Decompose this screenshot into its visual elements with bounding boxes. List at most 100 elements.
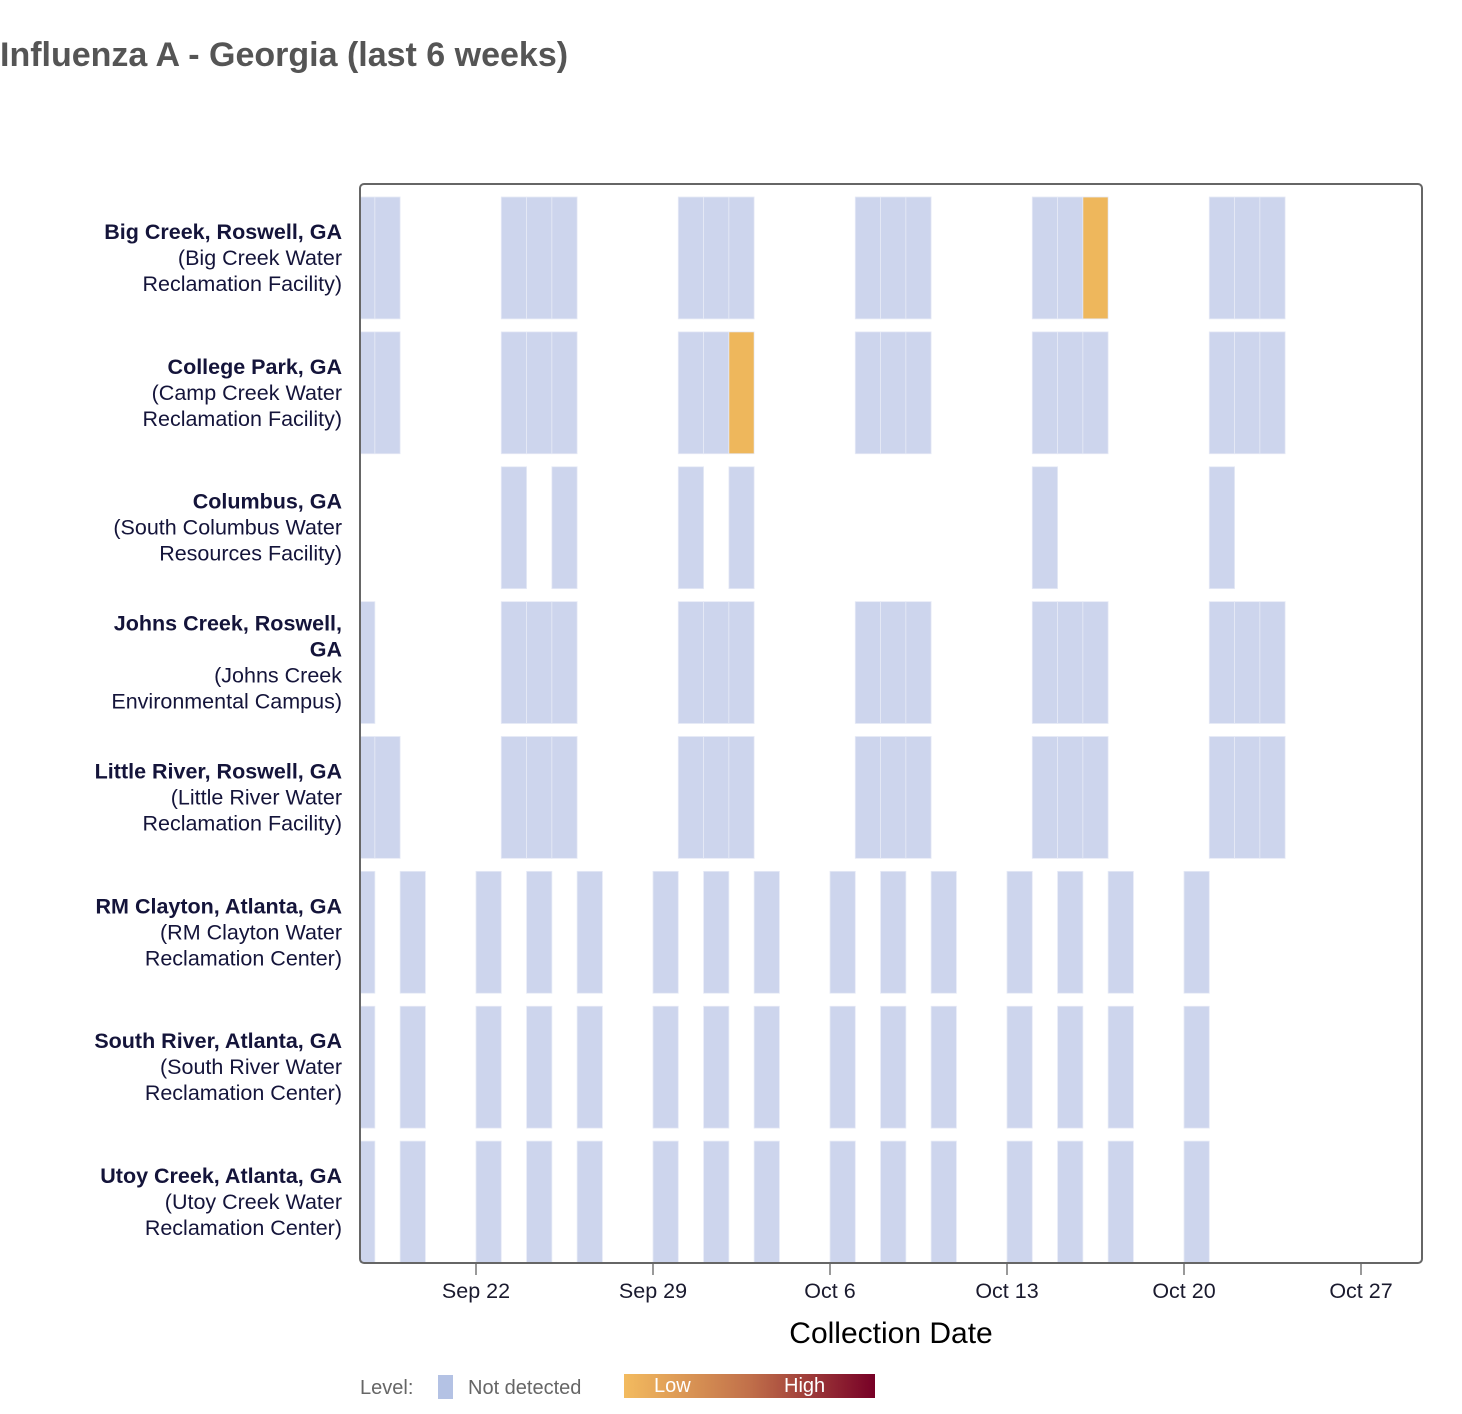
heatmap-cell[interactable] [526,196,553,320]
heatmap-cell[interactable] [576,870,603,994]
heatmap-cell[interactable] [350,736,376,859]
heatmap-cell[interactable] [1259,601,1286,724]
heatmap-cell[interactable] [374,331,401,455]
heatmap-cell[interactable] [1208,466,1235,590]
heatmap-cell[interactable] [652,870,679,994]
heatmap-cell[interactable] [1107,870,1134,994]
heatmap-cell[interactable] [350,1005,376,1129]
heatmap-cell[interactable] [526,601,553,724]
heatmap-cell[interactable] [880,870,907,994]
heatmap-cell[interactable] [1006,1140,1033,1263]
heatmap-cell[interactable] [526,331,553,455]
heatmap-cell[interactable] [753,1140,780,1263]
heatmap-cell[interactable] [374,196,401,320]
heatmap-cell[interactable] [829,870,856,994]
heatmap-cell[interactable] [880,331,907,455]
heatmap-cell[interactable] [526,736,553,859]
heatmap-cell[interactable] [652,1005,679,1129]
heatmap-cell[interactable] [1234,601,1261,724]
heatmap-cell[interactable] [1183,870,1210,994]
heatmap-cell[interactable] [1259,331,1286,455]
heatmap-cell[interactable] [880,1140,907,1263]
heatmap-cell[interactable] [1208,331,1235,455]
heatmap-cell[interactable] [829,1005,856,1129]
heatmap-cell[interactable] [350,870,376,994]
heatmap-cell[interactable] [1057,601,1084,724]
heatmap-cell[interactable] [652,1140,679,1263]
heatmap-cell[interactable] [475,1140,502,1263]
heatmap-cell[interactable] [728,736,755,859]
heatmap-cell[interactable] [551,331,578,455]
heatmap-cell[interactable] [1208,196,1235,320]
heatmap-cell[interactable] [350,1140,376,1263]
heatmap-cell[interactable] [880,1005,907,1129]
heatmap-cell[interactable] [526,870,553,994]
heatmap-cell[interactable] [350,196,376,320]
heatmap-cell[interactable] [703,1005,730,1129]
heatmap-cell[interactable] [677,736,704,859]
heatmap-cell[interactable] [475,870,502,994]
heatmap-cell[interactable] [1031,196,1058,320]
heatmap-cell[interactable] [728,466,755,590]
heatmap-cell[interactable] [703,331,730,455]
heatmap-cell[interactable] [526,1140,553,1263]
heatmap-cell[interactable] [677,601,704,724]
heatmap-cell[interactable] [1234,331,1261,455]
heatmap-cell[interactable] [1107,1140,1134,1263]
heatmap-cell[interactable] [1259,196,1286,320]
heatmap-cell[interactable] [703,1140,730,1263]
heatmap-cell[interactable] [930,1005,957,1129]
heatmap-cell[interactable] [1006,870,1033,994]
heatmap-cell[interactable] [1082,736,1109,859]
heatmap-cell[interactable] [1208,736,1235,859]
heatmap-cell[interactable] [728,196,755,320]
heatmap-cell[interactable] [753,1005,780,1129]
heatmap-cell[interactable] [854,196,881,320]
heatmap-cell[interactable] [1183,1005,1210,1129]
heatmap-cell[interactable] [854,331,881,455]
heatmap-cell[interactable] [703,736,730,859]
heatmap-cell[interactable] [677,196,704,320]
heatmap-cell[interactable] [1107,1005,1134,1129]
heatmap-cell[interactable] [703,601,730,724]
heatmap-cell[interactable] [500,196,527,320]
heatmap-cell[interactable] [1234,736,1261,859]
heatmap-cell[interactable] [526,1005,553,1129]
heatmap-cell[interactable] [930,870,957,994]
heatmap-cell[interactable] [500,736,527,859]
heatmap-cell[interactable] [1082,331,1109,455]
heatmap-cell[interactable] [551,601,578,724]
heatmap-cell[interactable] [1259,736,1286,859]
heatmap-cell[interactable] [399,1005,426,1129]
heatmap-cell[interactable] [399,870,426,994]
heatmap-cell[interactable] [905,736,932,859]
heatmap-cell[interactable] [728,601,755,724]
heatmap-cell[interactable] [854,601,881,724]
heatmap-cell[interactable] [374,736,401,859]
heatmap-cell[interactable] [728,331,755,455]
heatmap-cell[interactable] [475,1005,502,1129]
heatmap-cell[interactable] [854,736,881,859]
heatmap-cell[interactable] [880,736,907,859]
heatmap-cell[interactable] [551,736,578,859]
heatmap-cell[interactable] [703,196,730,320]
heatmap-cell[interactable] [905,196,932,320]
heatmap-cell[interactable] [905,601,932,724]
heatmap-cell[interactable] [500,466,527,590]
heatmap-cell[interactable] [1082,601,1109,724]
heatmap-cell[interactable] [1057,1005,1084,1129]
heatmap-cell[interactable] [1082,196,1109,320]
heatmap-cell[interactable] [551,466,578,590]
heatmap-cell[interactable] [1183,1140,1210,1263]
heatmap-cell[interactable] [576,1140,603,1263]
heatmap-cell[interactable] [677,466,704,590]
heatmap-cell[interactable] [1031,331,1058,455]
heatmap-cell[interactable] [880,601,907,724]
heatmap-cell[interactable] [677,331,704,455]
heatmap-cell[interactable] [500,601,527,724]
heatmap-cell[interactable] [1006,1005,1033,1129]
heatmap-cell[interactable] [1234,196,1261,320]
heatmap-cell[interactable] [1057,870,1084,994]
heatmap-cell[interactable] [500,331,527,455]
heatmap-cell[interactable] [399,1140,426,1263]
